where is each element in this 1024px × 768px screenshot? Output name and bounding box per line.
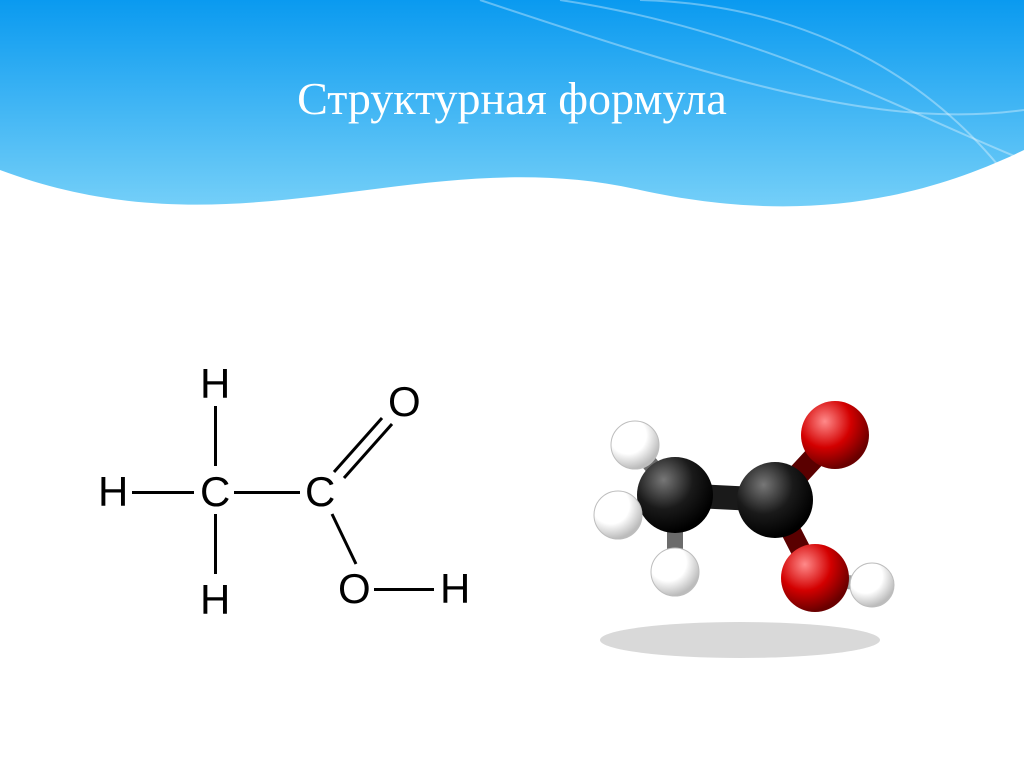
ball-stick-model <box>540 350 940 670</box>
bond-single <box>234 491 300 494</box>
atom-C: C <box>200 468 230 516</box>
atom-H: H <box>440 565 470 613</box>
bond-single <box>132 491 194 494</box>
bond-single <box>374 588 434 591</box>
bond-single <box>214 514 217 574</box>
atom-H: H <box>200 576 230 624</box>
atom-H: H <box>200 360 230 408</box>
ball-stick-svg <box>540 350 940 670</box>
atom-H: H <box>98 468 128 516</box>
banner-wave-graphic <box>0 0 1024 260</box>
content-area: H H C H C O O H <box>0 320 1024 720</box>
page-title: Структурная формула <box>0 72 1024 125</box>
bond-single <box>328 510 368 572</box>
slide: Структурная формула H H C H C O O H <box>0 0 1024 768</box>
bond-double <box>328 408 398 480</box>
atom-O: O <box>338 565 371 613</box>
header-banner: Структурная формула <box>0 0 1024 260</box>
bond-single <box>214 406 217 466</box>
structural-formula: H H C H C O O H <box>80 360 500 660</box>
